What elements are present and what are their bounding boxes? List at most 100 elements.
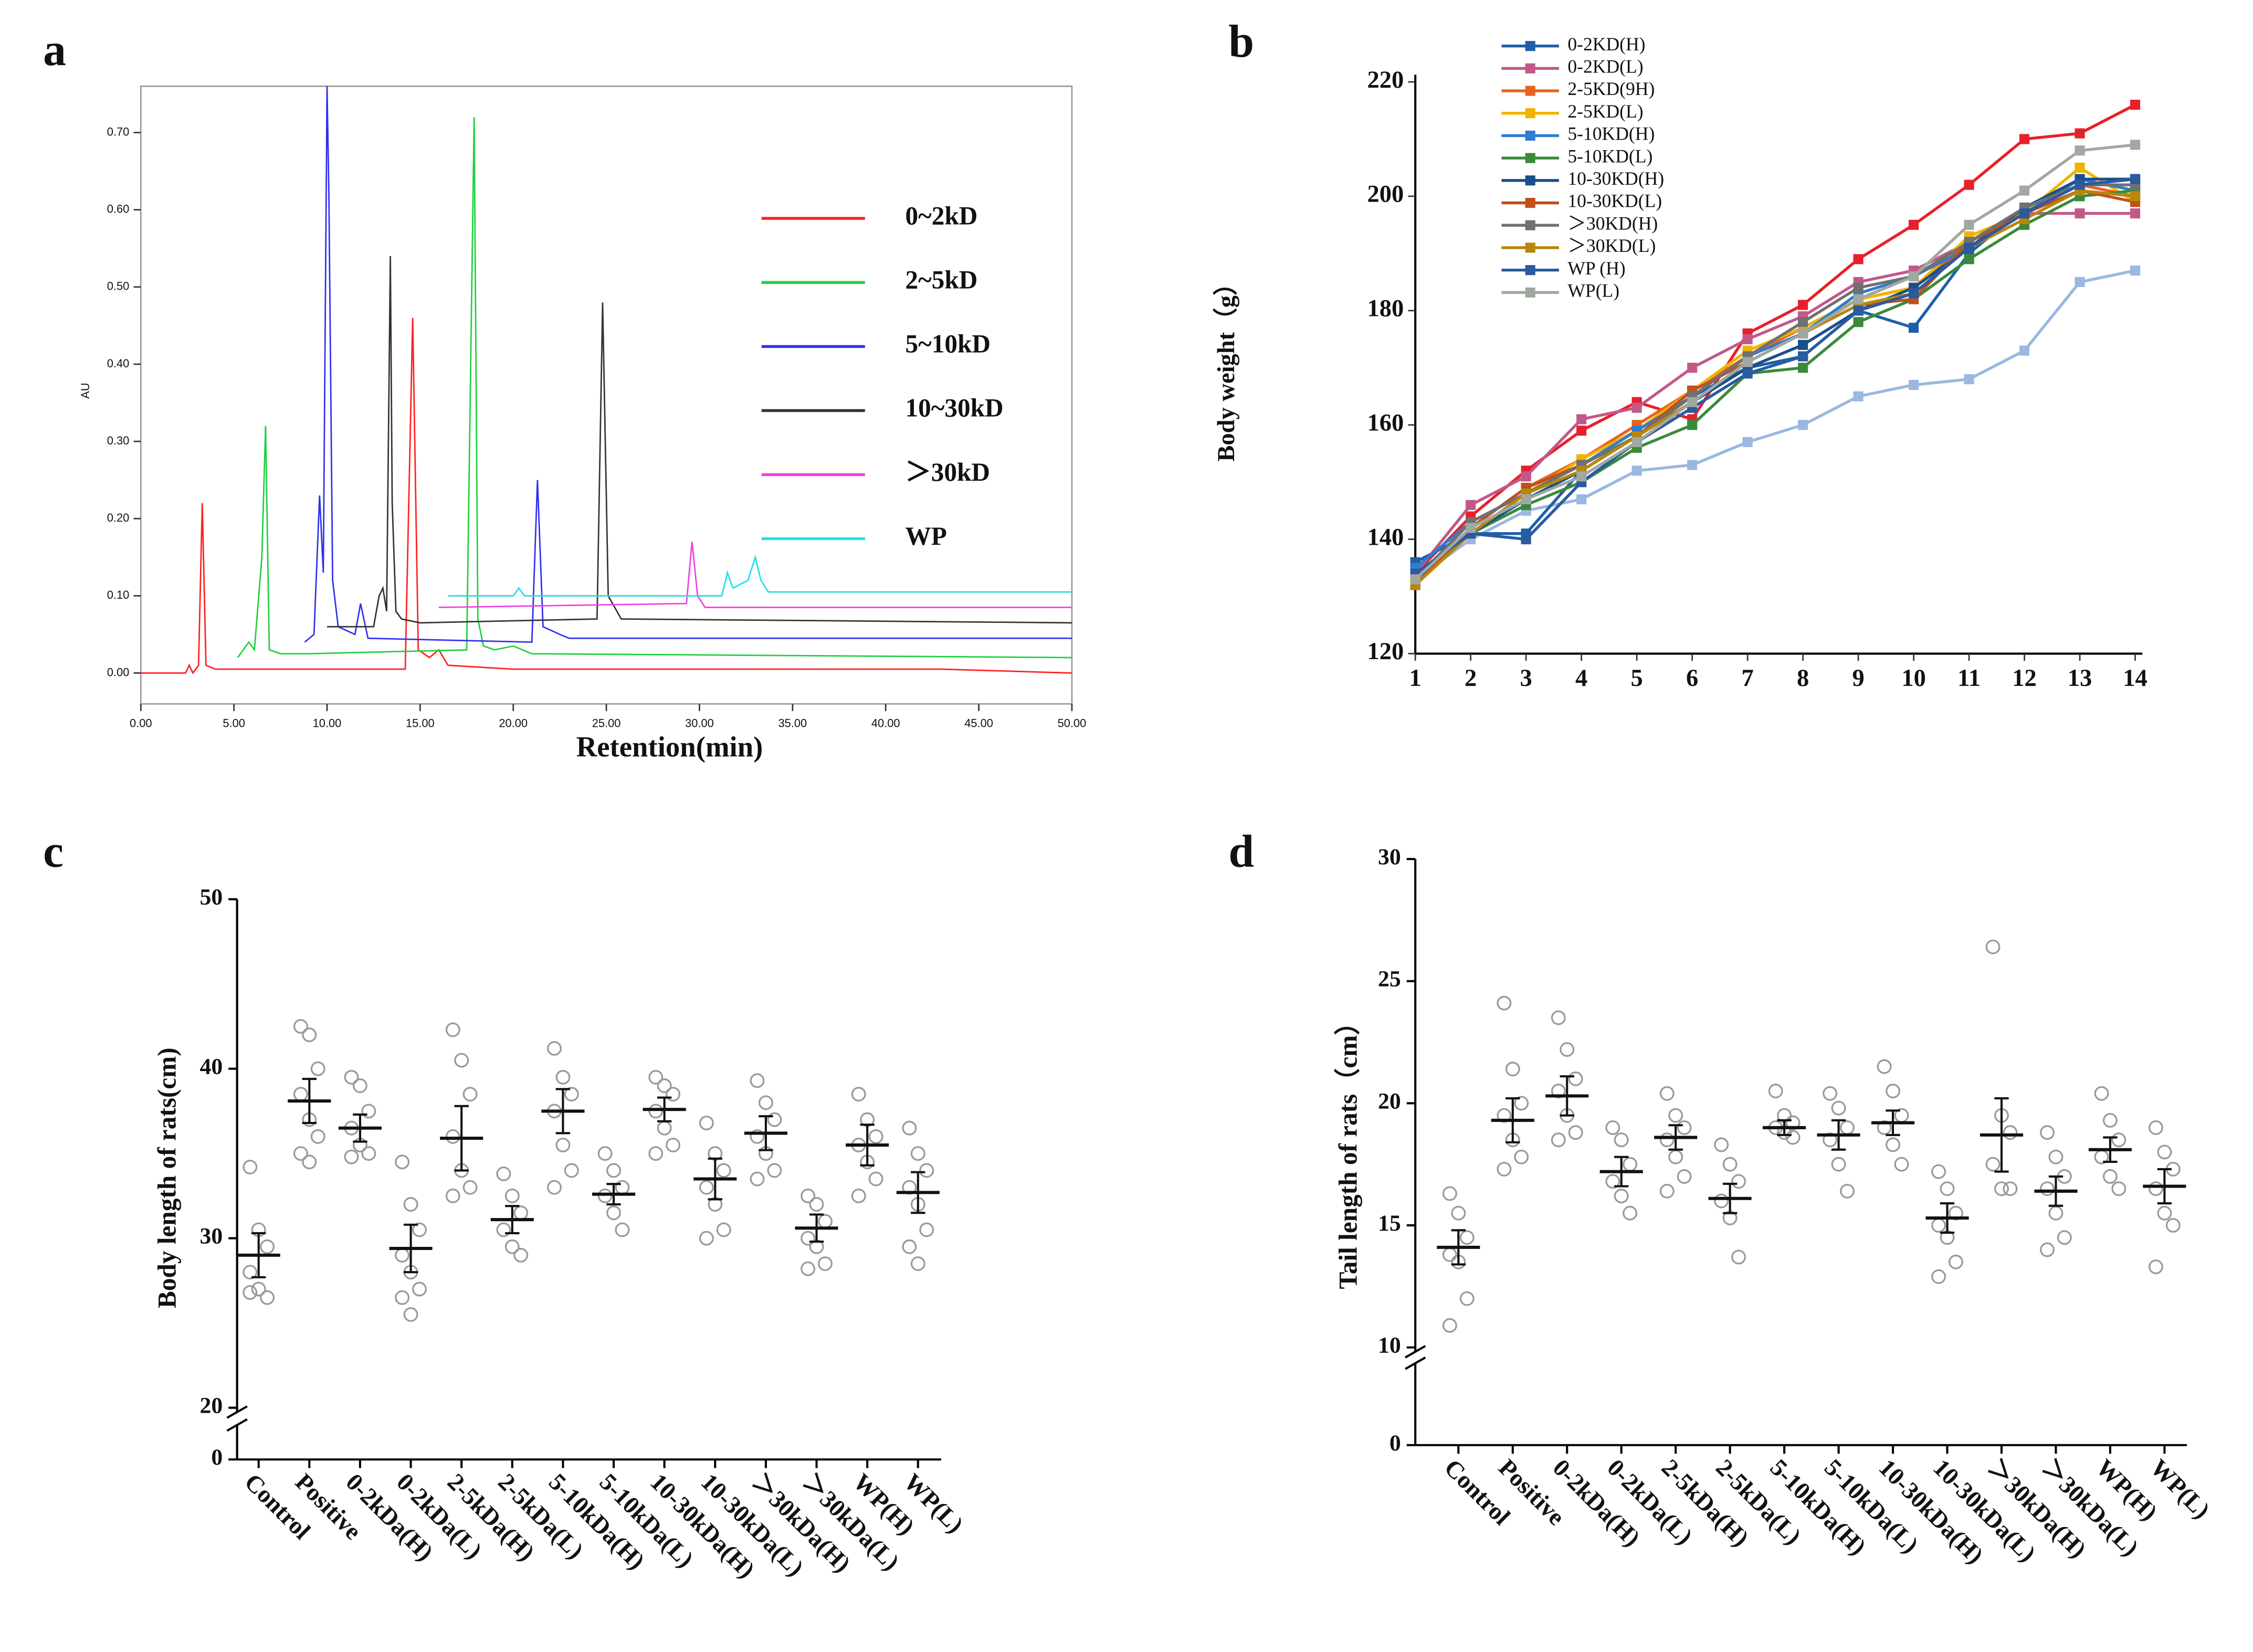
data-point — [2149, 1181, 2163, 1196]
x-axis-label: Retention(min) — [576, 730, 763, 763]
series-line — [1414, 183, 2135, 580]
data-point — [1514, 1149, 1529, 1164]
data-point — [547, 1041, 562, 1056]
data-point — [395, 1155, 410, 1170]
y-tick-label: 0.30 — [107, 434, 130, 447]
series-line — [1414, 177, 2135, 575]
y-axis-label: Body length of rats(cm) — [152, 1047, 181, 1308]
data-point — [1840, 1120, 1855, 1135]
data-point — [293, 1019, 308, 1034]
marker — [1576, 471, 1587, 482]
axis-break — [226, 1418, 248, 1432]
data-point — [2149, 1259, 2163, 1275]
data-point — [496, 1166, 511, 1181]
x-tick-label: 7 — [1741, 665, 1753, 692]
data-point — [868, 1171, 883, 1187]
data-point — [564, 1163, 579, 1178]
data-point — [1605, 1120, 1620, 1135]
data-point — [767, 1163, 782, 1178]
series-line — [1414, 166, 2136, 586]
marker — [1466, 500, 1476, 510]
marker — [2130, 174, 2141, 184]
data-point — [1442, 1247, 1457, 1262]
y-tick-label: 40 — [199, 1054, 223, 1079]
series-line — [141, 317, 1072, 675]
data-point — [1568, 1071, 1583, 1086]
marker — [1798, 300, 1808, 310]
data-point — [555, 1137, 571, 1152]
data-point — [2040, 1242, 2055, 1257]
series-line — [1414, 103, 2136, 575]
data-point — [1731, 1174, 1746, 1189]
data-point — [395, 1247, 410, 1263]
series-line — [1414, 189, 2135, 586]
legend-label: 2-5KD(L) — [1567, 101, 1643, 122]
data-point — [910, 1146, 925, 1161]
marker — [1798, 328, 1808, 339]
x-tick-label: 45.00 — [964, 716, 993, 729]
marker — [1909, 288, 1919, 299]
data-point — [699, 1231, 714, 1246]
data-point — [1514, 1096, 1529, 1111]
data-point — [1714, 1193, 1729, 1209]
data-point — [462, 1180, 478, 1195]
data-point — [818, 1214, 833, 1229]
marker — [1853, 317, 1864, 327]
data-point — [1831, 1100, 1846, 1116]
data-point — [344, 1069, 359, 1085]
data-point — [910, 1256, 925, 1271]
x-tick-label: 14 — [2123, 665, 2147, 692]
data-point — [1497, 1161, 1512, 1177]
x-tick-label: 40.00 — [871, 716, 900, 729]
legend-marker — [1525, 242, 1535, 253]
panel-label: d — [1228, 826, 1254, 877]
data-point — [801, 1261, 816, 1276]
marker — [1909, 379, 1919, 390]
data-point — [1659, 1183, 1675, 1199]
x-tick-label: 50.00 — [1058, 716, 1087, 729]
data-point — [1668, 1149, 1683, 1164]
data-point — [504, 1239, 520, 1254]
data-point — [716, 1222, 731, 1237]
legend-label: 10-30KD(L) — [1567, 190, 1662, 211]
series-line — [1414, 143, 2135, 580]
data-point — [445, 1022, 460, 1037]
legend-label: ＞30KD(H) — [1567, 213, 1658, 234]
data-point — [445, 1129, 460, 1144]
data-point — [1605, 1174, 1620, 1189]
data-point — [767, 1112, 782, 1127]
legend-label: 0~2kD — [905, 201, 977, 230]
marker — [2130, 100, 2141, 110]
marker — [2075, 162, 2085, 173]
marker — [1798, 420, 1808, 430]
data-point — [1714, 1137, 1729, 1152]
data-point — [1560, 1042, 1575, 1057]
marker — [1964, 179, 1974, 190]
y-axis-label: Tail length of rats（cm） — [1333, 1009, 1362, 1289]
data-point — [2111, 1181, 2126, 1196]
y-tick-label: 50 — [199, 885, 223, 910]
data-point — [1768, 1084, 1783, 1098]
data-point — [395, 1290, 410, 1305]
legend-marker — [1525, 86, 1535, 96]
marker — [1576, 414, 1587, 425]
data-point — [1551, 1010, 1566, 1025]
marker — [2075, 145, 2085, 156]
y-tick-label: 220 — [1367, 67, 1404, 93]
x-tick-label: 1 — [1409, 665, 1422, 692]
x-tick-label: 3 — [1520, 665, 1532, 692]
data-point — [1442, 1186, 1457, 1201]
data-point — [2157, 1205, 2172, 1221]
data-point — [1886, 1137, 1901, 1152]
y-tick-label: 20 — [1378, 1088, 1401, 1114]
data-point — [1931, 1164, 1946, 1179]
data-point — [2111, 1132, 2126, 1148]
data-point — [615, 1180, 630, 1195]
data-point — [2040, 1181, 2055, 1196]
axis-break — [1405, 1356, 1426, 1370]
marker — [1853, 391, 1864, 401]
marker — [1742, 357, 1753, 367]
data-point — [462, 1087, 478, 1102]
y-tick-label: 25 — [1378, 967, 1401, 992]
marker — [1576, 494, 1587, 504]
